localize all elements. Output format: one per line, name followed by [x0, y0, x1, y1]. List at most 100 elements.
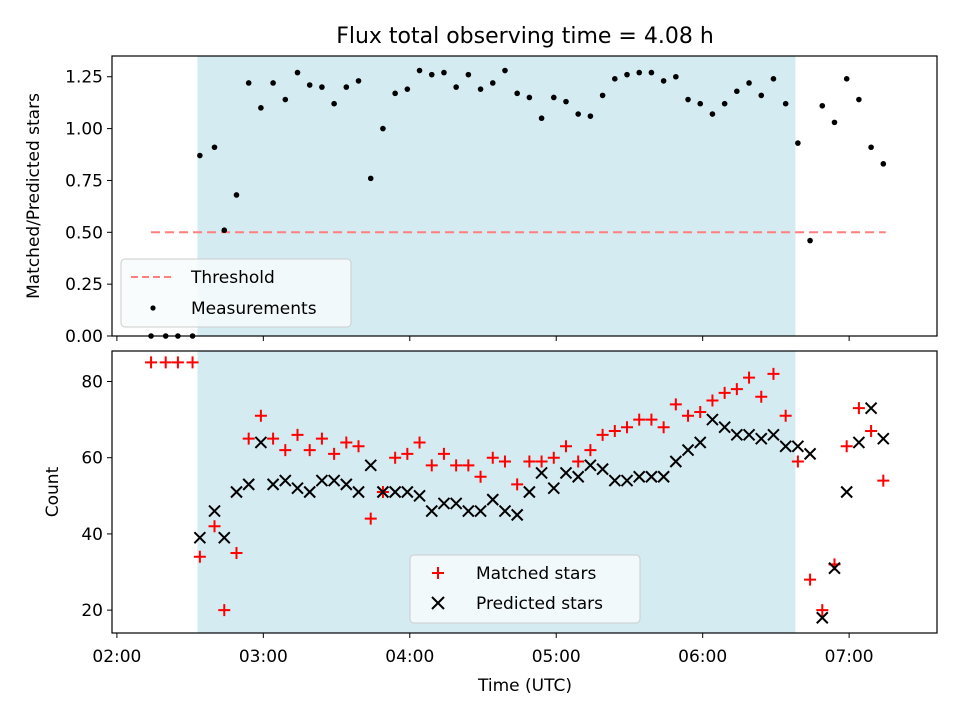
y-tick-label: 40 [81, 525, 103, 545]
measurement-point [636, 69, 643, 76]
bottom-legend: Matched stars Predicted stars [409, 554, 641, 624]
matched-star-point [706, 394, 719, 407]
x-tick-label: 04:00 [385, 647, 434, 667]
matched-star-point [389, 451, 402, 464]
chart-title: Flux total observing time = 4.08 h [336, 24, 714, 49]
matched-star-point [633, 413, 646, 426]
predicted-star-point [767, 428, 780, 442]
predicted-star-point [523, 485, 536, 499]
y-tick-label: 0.75 [65, 171, 103, 191]
measurement-point [770, 76, 777, 82]
measurement-point [514, 90, 520, 97]
y-tick-label: 0.25 [65, 275, 103, 295]
matched-star-point [572, 455, 585, 468]
predicted-star-point [315, 474, 329, 487]
measurement-point [563, 98, 569, 105]
predicted-star-point [706, 413, 719, 426]
y-tick-label: 1.00 [65, 120, 103, 140]
y-tick-label: 1.25 [65, 68, 103, 88]
predicted-star-point [449, 497, 463, 510]
matched-star-point [437, 447, 450, 460]
x-tick-label: 07:00 [825, 647, 874, 667]
predicted-star-point [230, 485, 243, 499]
matched-star-point [877, 474, 890, 487]
measurement-point [807, 237, 813, 244]
matched-star-point [767, 367, 780, 380]
predicted-star-point [193, 531, 207, 544]
predicted-star-point [208, 504, 221, 518]
matched-star-point [474, 470, 487, 483]
matched-star-point [193, 550, 206, 563]
matched-star-point [230, 546, 243, 559]
matched-star-point [584, 444, 597, 457]
measurement-point [355, 78, 362, 84]
y-tick-label: 20 [81, 601, 103, 621]
measurement-point [319, 84, 325, 90]
matched-star-point [730, 383, 743, 396]
predicted-star-point [364, 459, 377, 472]
predicted-star-point [218, 531, 231, 544]
measurement-point [587, 113, 594, 119]
predicted-star-point [816, 611, 829, 624]
measurement-point [880, 161, 887, 167]
matched-star-point [608, 425, 621, 438]
measurement-point [270, 80, 276, 86]
measurement-point [221, 227, 228, 234]
matched-star-point [743, 371, 756, 384]
predicted-star-point [413, 489, 426, 503]
matched-star-point [279, 444, 292, 457]
predicted-star-point [498, 504, 512, 518]
predicted-star-point [742, 428, 756, 442]
x-tick-label: 03:00 [239, 647, 288, 667]
measurement-point [782, 100, 789, 107]
predicted-star-point [571, 470, 585, 483]
predicted-star-point [291, 481, 304, 495]
matched-star-point [340, 436, 353, 449]
matched-star-point [669, 398, 682, 411]
measurement-point [233, 192, 240, 198]
matched-star-point [718, 386, 731, 399]
measurement-point [453, 84, 459, 90]
bottom-legend-box [409, 554, 641, 624]
measurement-point [685, 96, 691, 103]
legend-threshold-label: Threshold [190, 268, 275, 288]
matched-star-point [364, 512, 377, 525]
predicted-star-point [340, 478, 353, 491]
measurement-point [477, 86, 484, 92]
matched-star-point [816, 604, 829, 617]
predicted-star-point [633, 470, 646, 483]
predicted-star-point [437, 497, 451, 510]
matched-star-point [291, 428, 304, 441]
matched-star-point [425, 459, 438, 472]
legend-predicted-label: Predicted stars [476, 594, 603, 614]
measurement-point [856, 96, 862, 103]
predicted-star-point [303, 485, 316, 499]
measurement-point [441, 69, 447, 76]
predicted-star-point [840, 485, 853, 499]
predicted-star-point [669, 455, 683, 468]
top-plot-frame [111, 55, 938, 337]
matched-star-point [498, 455, 511, 468]
legend-measurement-marker [150, 305, 156, 311]
matched-star-point [791, 455, 804, 468]
measurement-point [380, 125, 386, 132]
measurement-point [868, 144, 874, 151]
matched-star-point [694, 405, 707, 418]
predicted-star-point [828, 562, 841, 575]
y-tick-label: 60 [81, 449, 103, 469]
predicted-star-point [266, 478, 280, 491]
matched-star-point [865, 425, 878, 438]
matched-star-point [804, 573, 817, 586]
top-legend-box [120, 258, 352, 328]
legend-matched-marker [432, 567, 444, 579]
matched-star-point [779, 409, 792, 422]
predicted-star-point [547, 481, 560, 495]
matched-star-point [657, 421, 670, 434]
x-tick-label: 02:00 [92, 647, 141, 667]
predicted-star-point [535, 466, 548, 480]
measurement-point [831, 119, 838, 126]
predicted-star-point [254, 436, 268, 449]
measurement-point [502, 67, 508, 74]
